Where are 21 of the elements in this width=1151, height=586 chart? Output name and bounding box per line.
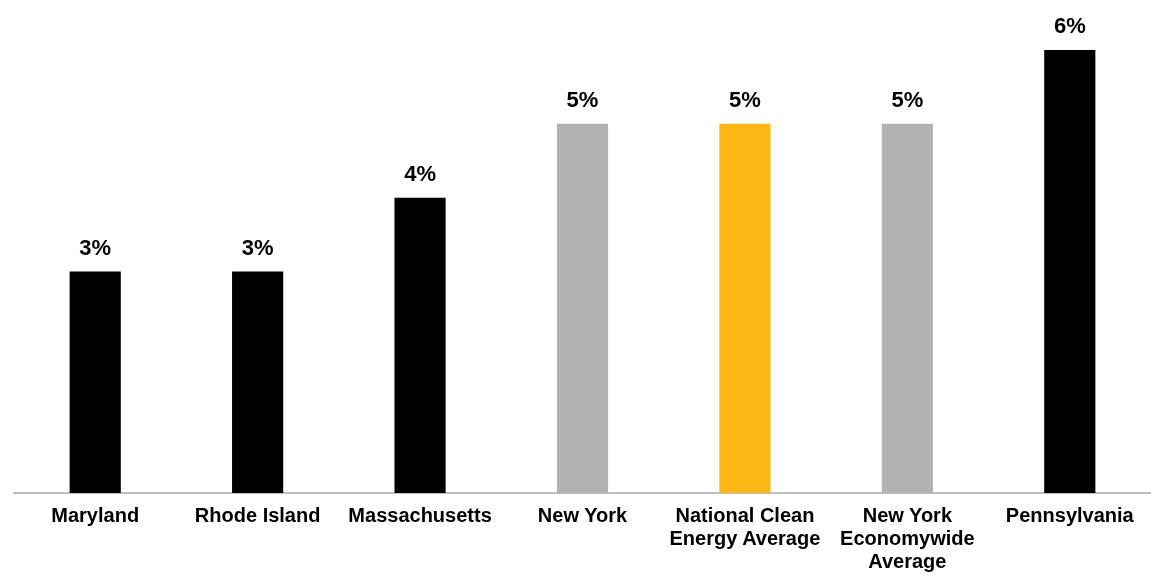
data-label: 4% (404, 160, 436, 186)
bar (881, 123, 933, 493)
bar (232, 271, 284, 493)
x-tick-label: Pennsylvania (1005, 504, 1135, 527)
bar (1044, 50, 1096, 493)
data-label: 5% (891, 86, 924, 112)
bar (69, 271, 121, 493)
bar (556, 123, 609, 493)
data-label: 3% (79, 234, 112, 260)
data-label: 5% (566, 86, 599, 112)
bar (394, 197, 446, 493)
bar (719, 123, 771, 493)
x-tick-label: New York Economywide Average (840, 504, 975, 573)
x-tick-label: National Clean Energy Average (669, 504, 821, 550)
x-tick-label: Maryland (51, 504, 140, 527)
data-label: 5% (729, 86, 761, 112)
data-label: 3% (241, 234, 274, 260)
data-label: 6% (1053, 13, 1086, 39)
x-tick-label: Rhode Island (194, 504, 321, 527)
x-tick-label: Massachusetts (348, 504, 492, 527)
x-tick-label: New York (537, 504, 629, 527)
